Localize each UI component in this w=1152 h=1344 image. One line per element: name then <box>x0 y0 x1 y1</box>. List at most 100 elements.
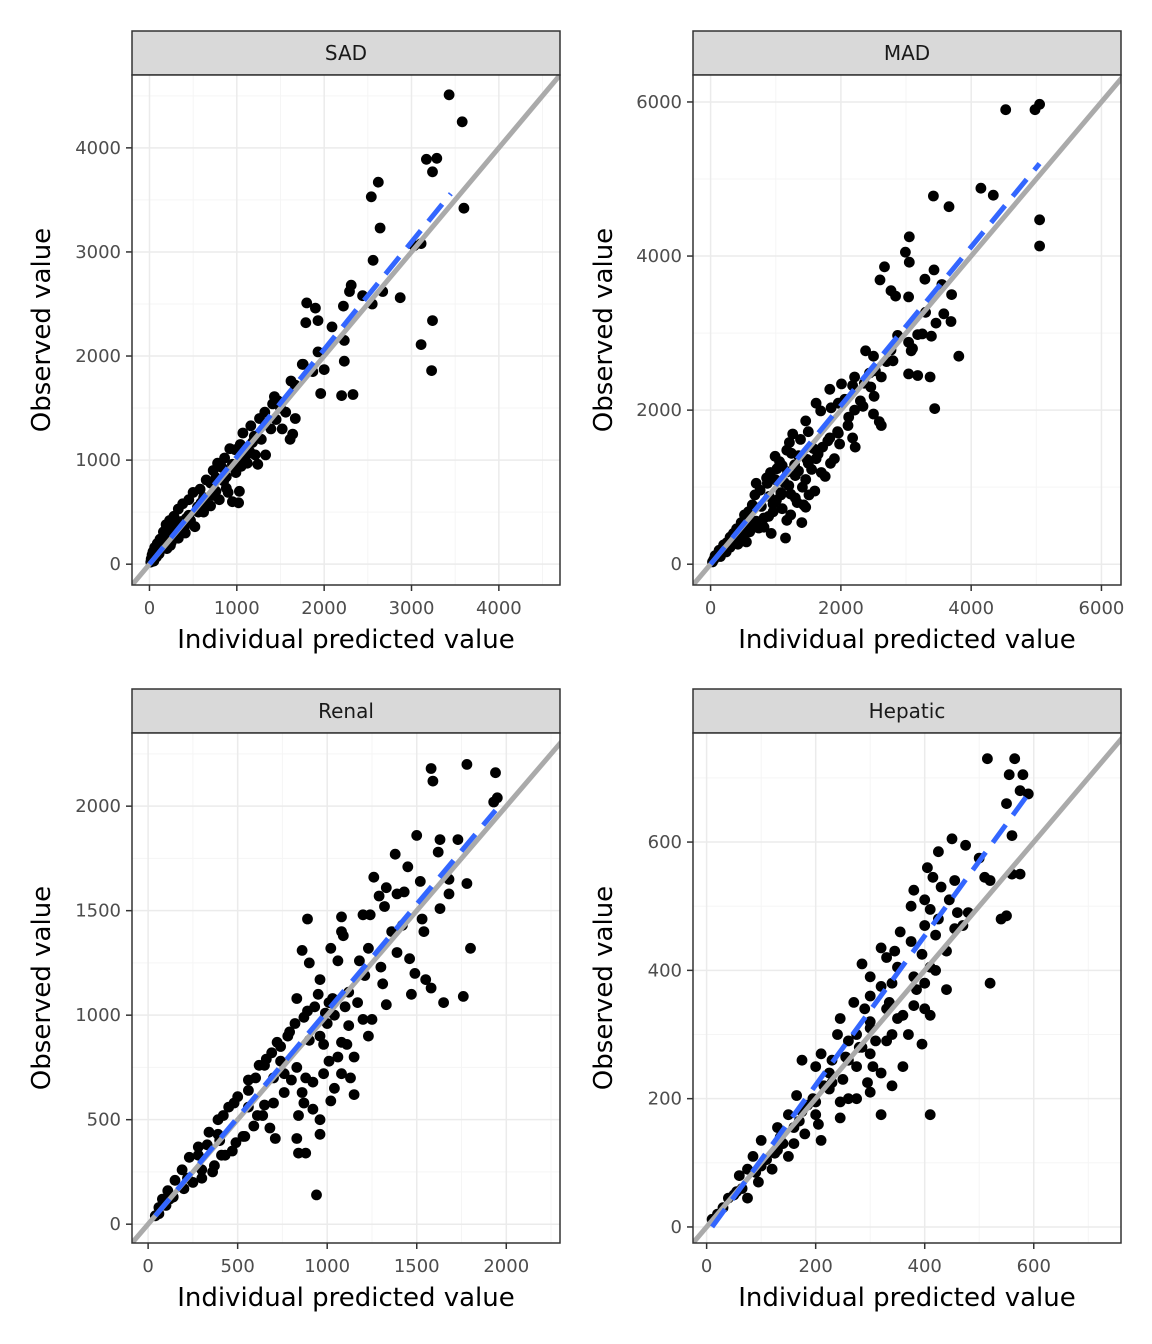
data-point <box>766 1163 778 1175</box>
data-point <box>788 1138 800 1149</box>
y-tick-label: 4000 <box>75 138 121 159</box>
data-point <box>418 926 430 937</box>
data-point <box>916 328 928 340</box>
data-point <box>434 834 446 845</box>
panel-border <box>131 732 561 1244</box>
data-point <box>411 830 423 841</box>
x-tick-label: 0 <box>144 598 155 619</box>
data-point <box>312 988 324 1000</box>
panel-hepatic: Hepatic 0 200 400 600 0 200 400 600 Individual … <box>589 688 1122 1313</box>
data-point <box>875 371 887 383</box>
data-point <box>336 390 347 401</box>
data-point <box>847 432 858 444</box>
strip-title: MAD <box>884 41 930 65</box>
data-point <box>312 346 324 358</box>
data-point <box>809 485 821 497</box>
data-point <box>855 395 866 407</box>
data-point <box>379 901 390 912</box>
data-point <box>421 153 432 165</box>
x-tick-label: 0 <box>701 1256 712 1277</box>
data-point <box>213 494 225 506</box>
x-tick-label: 3000 <box>389 598 435 619</box>
plot-area: 0 1000 2000 3000 4000 0 1000 2000 3000 4000 <box>75 74 561 619</box>
data-point <box>837 1074 849 1085</box>
data-point <box>1034 240 1045 252</box>
x-tick-label: 0 <box>705 598 716 619</box>
data-point <box>819 471 831 482</box>
data-point <box>237 1131 249 1142</box>
data-point <box>434 903 446 914</box>
data-point <box>908 1000 920 1011</box>
data-point <box>380 882 392 894</box>
data-point <box>897 1009 909 1021</box>
data-point <box>916 948 928 960</box>
data-point <box>280 406 292 418</box>
data-point <box>431 152 443 164</box>
data-point <box>1009 753 1021 765</box>
data-point <box>750 477 762 489</box>
data-point <box>750 521 762 533</box>
data-point <box>230 467 242 478</box>
data-point <box>960 839 971 851</box>
y-tick-label: 600 <box>648 832 682 853</box>
data-point <box>832 1029 843 1040</box>
data-point <box>933 846 944 858</box>
data-point <box>813 1118 824 1130</box>
data-point <box>864 990 876 1002</box>
data-point <box>332 1051 344 1063</box>
y-tick-label: 0 <box>110 554 121 575</box>
data-point <box>192 1141 204 1153</box>
data-point <box>302 913 313 925</box>
data-point <box>1006 830 1018 841</box>
data-point <box>975 182 987 194</box>
y-tick-label: 6000 <box>636 92 682 113</box>
data-point <box>291 1062 303 1073</box>
data-point <box>928 190 939 202</box>
fit-line <box>710 792 1031 1229</box>
fit-line <box>153 808 498 1218</box>
data-point <box>1014 868 1026 880</box>
data-point <box>291 1133 303 1144</box>
y-axis-title: Observed value <box>27 886 57 1090</box>
data-point <box>318 1068 329 1080</box>
data-point <box>276 423 288 435</box>
data-point <box>796 517 808 528</box>
data-point <box>875 1067 887 1079</box>
data-point <box>409 968 421 979</box>
data-point <box>810 1109 822 1121</box>
data-point <box>856 958 868 970</box>
data-point <box>343 1020 355 1031</box>
data-point <box>260 1053 272 1065</box>
data-point <box>868 408 879 420</box>
x-tick-label: 1500 <box>394 1256 440 1277</box>
data-point <box>284 433 296 445</box>
x-axis-title: Individual predicted value <box>738 625 1076 655</box>
data-point <box>338 355 350 367</box>
fit-line <box>708 162 1042 566</box>
data-point <box>425 763 437 774</box>
data-point <box>307 1076 319 1088</box>
data-point <box>815 1135 827 1146</box>
data-point <box>776 503 788 515</box>
data-point <box>802 426 814 438</box>
data-point <box>375 961 387 973</box>
data-point <box>326 321 338 333</box>
plot-marks <box>132 75 560 585</box>
data-point <box>848 997 860 1008</box>
data-point <box>849 441 861 453</box>
data-point <box>905 936 917 947</box>
x-tick-label: 0 <box>142 1256 153 1277</box>
data-point <box>311 1189 322 1201</box>
data-point <box>402 861 414 873</box>
data-point <box>930 965 941 976</box>
data-point <box>216 1149 227 1161</box>
data-point <box>875 942 887 954</box>
data-point <box>363 942 374 954</box>
data-point <box>787 428 799 440</box>
data-point <box>298 1011 310 1023</box>
data-point <box>341 1039 353 1050</box>
data-point <box>842 420 854 431</box>
data-point <box>987 189 999 201</box>
data-point <box>275 1041 286 1052</box>
data-point <box>293 1110 304 1121</box>
